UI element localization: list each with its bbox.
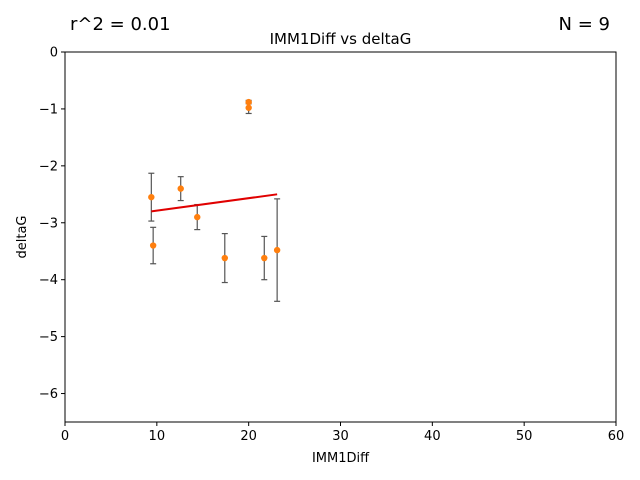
plot-frame: [64, 51, 617, 423]
x-tick-label: 20: [240, 429, 257, 444]
y-tick-label: −3: [39, 216, 58, 231]
data-point: [245, 98, 252, 106]
y-tick-label: −4: [39, 273, 58, 288]
data-point: [194, 213, 201, 221]
x-tick-label: 60: [608, 429, 625, 444]
chart-title: IMM1Diff vs deltaG: [270, 30, 412, 48]
x-tick-label: 50: [516, 429, 533, 444]
x-tick-label: 10: [149, 429, 166, 444]
y-tick-label: 0: [50, 46, 58, 61]
plot-area: 0 10 20 30 40 50 60 0 −1 −2 −3 −4 −5 −6: [39, 46, 624, 445]
x-axis-label: IMM1Diff: [312, 451, 370, 466]
y-tick-label: −2: [39, 159, 58, 174]
data-point: [245, 104, 252, 111]
data-point: [177, 185, 184, 192]
y-axis-label: deltaG: [15, 216, 30, 259]
data-point: [149, 242, 157, 249]
data-point: [273, 246, 281, 254]
n-count-label: N = 9: [559, 14, 610, 35]
x-tick-label: 40: [424, 429, 441, 444]
y-tick-label: −5: [39, 330, 58, 345]
data-point: [261, 254, 268, 262]
fit-line: [151, 193, 278, 213]
y-tick-label: −1: [39, 102, 58, 117]
data-point: [221, 254, 228, 262]
data-point: [148, 193, 155, 201]
y-tick-label: −6: [39, 387, 58, 402]
x-tick-label: 30: [332, 429, 349, 444]
x-tick-label: 0: [61, 429, 69, 444]
r-squared-label: r^2 = 0.01: [70, 14, 171, 35]
